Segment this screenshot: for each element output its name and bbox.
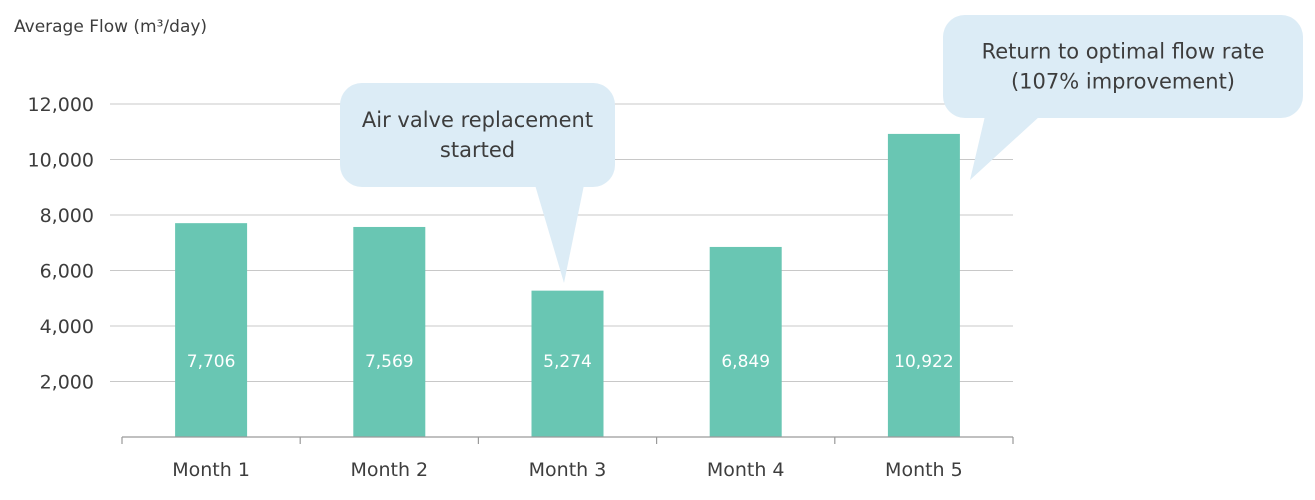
bars: 7,706 7,569 5,274 6,849 10,922 — [175, 133, 960, 438]
bar-value-label: 7,569 — [365, 352, 414, 372]
callout-pointer — [970, 116, 1040, 180]
annotations: Air valve replacement started Return to op… — [340, 15, 1303, 283]
callout-pointer — [535, 185, 584, 283]
y-tick-label: 4,000 — [40, 316, 94, 338]
bar-value-label: 5,274 — [543, 352, 592, 372]
y-tick-label: 12,000 — [28, 94, 94, 116]
callout-box — [340, 83, 615, 187]
callout-bubble: Return to optimal flow rate (107% improve… — [943, 15, 1303, 180]
callout-text: Air valve replacement — [362, 108, 593, 132]
bar-value-label: 7,706 — [187, 352, 236, 372]
callout-text: (107% improvement) — [1011, 70, 1235, 94]
y-tick-label: 2,000 — [40, 372, 94, 394]
callout-text: Return to optimal flow rate — [982, 40, 1265, 64]
bar — [887, 133, 960, 438]
y-axis-label: Average Flow (m³/day) — [14, 17, 207, 37]
x-tick-label: Month 4 — [707, 459, 785, 481]
x-tick-label: Month 1 — [172, 459, 250, 481]
bar — [175, 223, 248, 437]
x-tick-label: Month 2 — [350, 459, 428, 481]
y-tick-label: 8,000 — [40, 205, 94, 227]
x-tick-label: Month 3 — [529, 459, 607, 481]
callout-box — [943, 15, 1303, 118]
x-tick-label: Month 5 — [885, 459, 963, 481]
callout-bubble: Air valve replacement started — [340, 83, 615, 283]
bar-value-label: 6,849 — [721, 352, 770, 372]
x-axis: Month 1 Month 2 Month 3 Month 4 Month 5 — [121, 436, 1014, 481]
bar-value-label: 10,922 — [894, 352, 953, 372]
bar — [709, 246, 782, 437]
callout-text: started — [440, 138, 515, 162]
bar — [531, 290, 604, 437]
y-tick-label: 10,000 — [28, 150, 94, 172]
y-tick-label: 6,000 — [40, 261, 94, 283]
bar — [353, 226, 426, 437]
